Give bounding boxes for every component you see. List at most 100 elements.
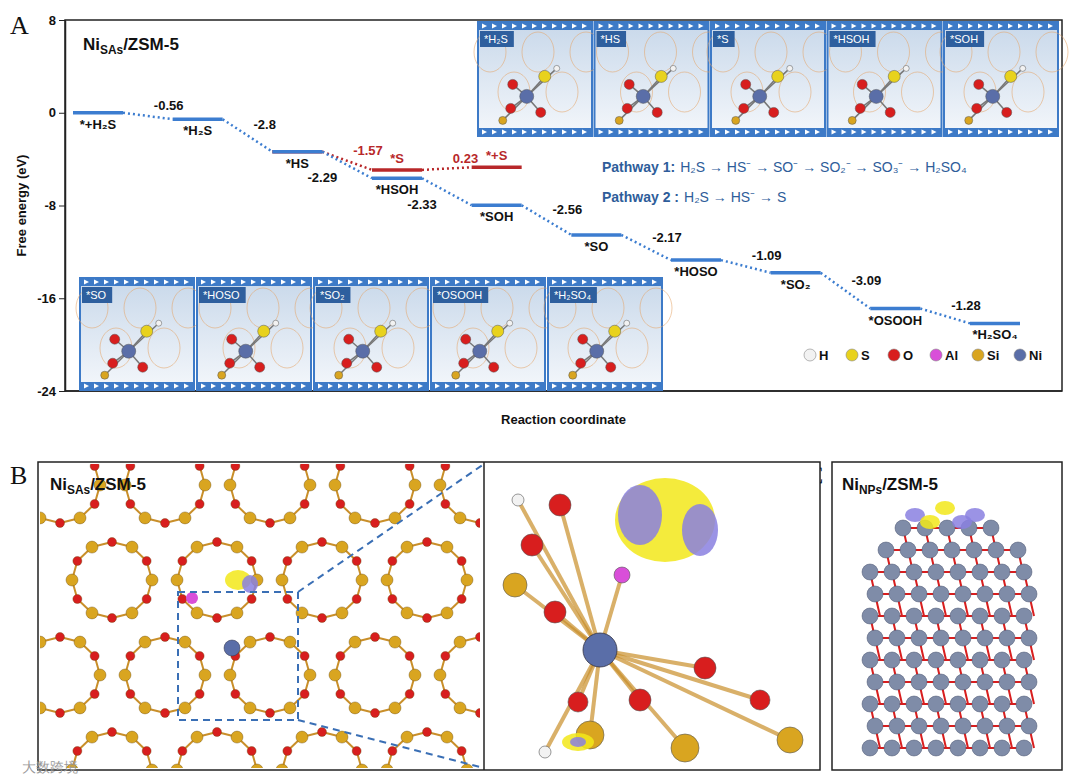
inset-sprocket <box>582 24 587 29</box>
inset-atom <box>590 344 604 358</box>
inset-sprocket <box>765 24 770 29</box>
lattice-atom <box>244 702 256 714</box>
lattice-atom <box>161 519 170 528</box>
lattice-atom <box>171 574 183 586</box>
lattice-atom <box>179 702 191 714</box>
lattice-atom <box>126 500 135 509</box>
charge-blob <box>618 485 662 545</box>
lattice-atom <box>247 557 256 566</box>
lattice-atom <box>56 633 65 642</box>
title-part: /ZSM-5 <box>882 475 938 494</box>
inset-lattice <box>546 72 578 112</box>
inset-atom <box>554 65 560 71</box>
inset-sprocket <box>572 384 577 389</box>
lattice-atom <box>405 652 414 661</box>
title-part: Ni <box>83 35 100 54</box>
inset-lattice <box>522 32 554 72</box>
inset-sprocket <box>525 280 530 285</box>
inset-atom <box>652 107 662 117</box>
inset-sprocket <box>485 384 490 389</box>
np-atom <box>862 740 878 756</box>
inset-sprocket <box>358 280 363 285</box>
zoom-atom <box>629 689 651 711</box>
np-atom <box>1016 564 1032 580</box>
lattice-atom <box>178 747 187 756</box>
inset-sprocket <box>862 130 867 135</box>
inset-sprocket <box>562 24 567 29</box>
inset-label: *SO <box>86 289 107 301</box>
lattice-atom <box>454 702 466 714</box>
inset-sprocket <box>445 384 450 389</box>
inset-atom <box>110 334 120 344</box>
inset-sprocket <box>418 384 423 389</box>
atom-legend-label: O <box>903 348 913 363</box>
lattice-atom <box>94 669 106 681</box>
inset-sprocket <box>301 280 306 285</box>
np-atom <box>889 586 905 602</box>
lattice-atom <box>126 690 135 699</box>
np-atom <box>955 586 971 602</box>
inset-strip <box>944 22 1058 30</box>
inset-lattice <box>1012 72 1044 112</box>
np-atom <box>1016 608 1032 624</box>
inset-sprocket <box>281 384 286 389</box>
zoom-atom <box>750 690 770 710</box>
inset-label: *HS <box>601 33 621 45</box>
y-tick-mark <box>59 298 65 299</box>
lattice-atom <box>457 747 466 756</box>
lattice-atom <box>423 728 432 737</box>
np-atom <box>911 586 927 602</box>
inset-atom <box>869 89 883 103</box>
inset-sprocket <box>902 24 907 29</box>
inset-atom <box>888 70 900 82</box>
inset-atom <box>739 103 749 113</box>
inset-sprocket <box>435 280 440 285</box>
inset-atom <box>218 371 226 379</box>
lattice-atom <box>199 479 211 491</box>
np-atom <box>906 652 922 668</box>
inset-atom <box>356 344 370 358</box>
charge-blob <box>242 575 258 593</box>
lattice-atom <box>231 541 243 553</box>
zoom-atom <box>539 746 551 758</box>
energy-level <box>571 233 621 237</box>
inset-lattice <box>707 32 739 72</box>
state-label: *+S <box>486 148 508 163</box>
step-label: -2.29 <box>308 170 338 185</box>
inset-bg <box>80 278 194 390</box>
inset-sprocket <box>174 280 179 285</box>
lattice-atom <box>434 479 446 491</box>
np-atom <box>977 674 993 690</box>
inset-frame: *SOH <box>940 22 1068 136</box>
np-atom <box>889 718 905 734</box>
zoom-atom <box>512 494 524 506</box>
inset-lattice <box>902 72 934 112</box>
inset-sprocket <box>842 24 847 29</box>
inset-sprocket <box>582 130 587 135</box>
inset-strip <box>595 22 709 30</box>
lattice-atom <box>90 464 99 471</box>
inset-sprocket <box>522 130 527 135</box>
np-atom <box>944 542 960 558</box>
np-atom <box>862 608 878 624</box>
inset-atom <box>986 89 1000 103</box>
inset-sprocket <box>388 280 393 285</box>
lattice-atom <box>454 636 466 648</box>
lattice-atom <box>423 538 432 547</box>
inset-sprocket <box>562 130 567 135</box>
inset-sprocket <box>505 384 510 389</box>
inset-atom <box>372 362 382 372</box>
inset-sprocket <box>522 24 527 29</box>
np-atom <box>862 696 878 712</box>
lattice-atom <box>108 728 117 737</box>
inset-bg <box>197 278 311 390</box>
np-atom <box>862 564 878 580</box>
np-atom <box>994 740 1010 756</box>
lattice-atom <box>195 500 204 509</box>
inset-sprocket <box>154 384 159 389</box>
lattice-atom <box>409 669 421 681</box>
inset-sprocket <box>492 130 497 135</box>
inset-lattice <box>988 32 1020 72</box>
panel-a: -24-16-808Free energy (eV)Reaction coord… <box>14 13 1068 427</box>
inset-frame: *H₂S <box>474 22 602 136</box>
